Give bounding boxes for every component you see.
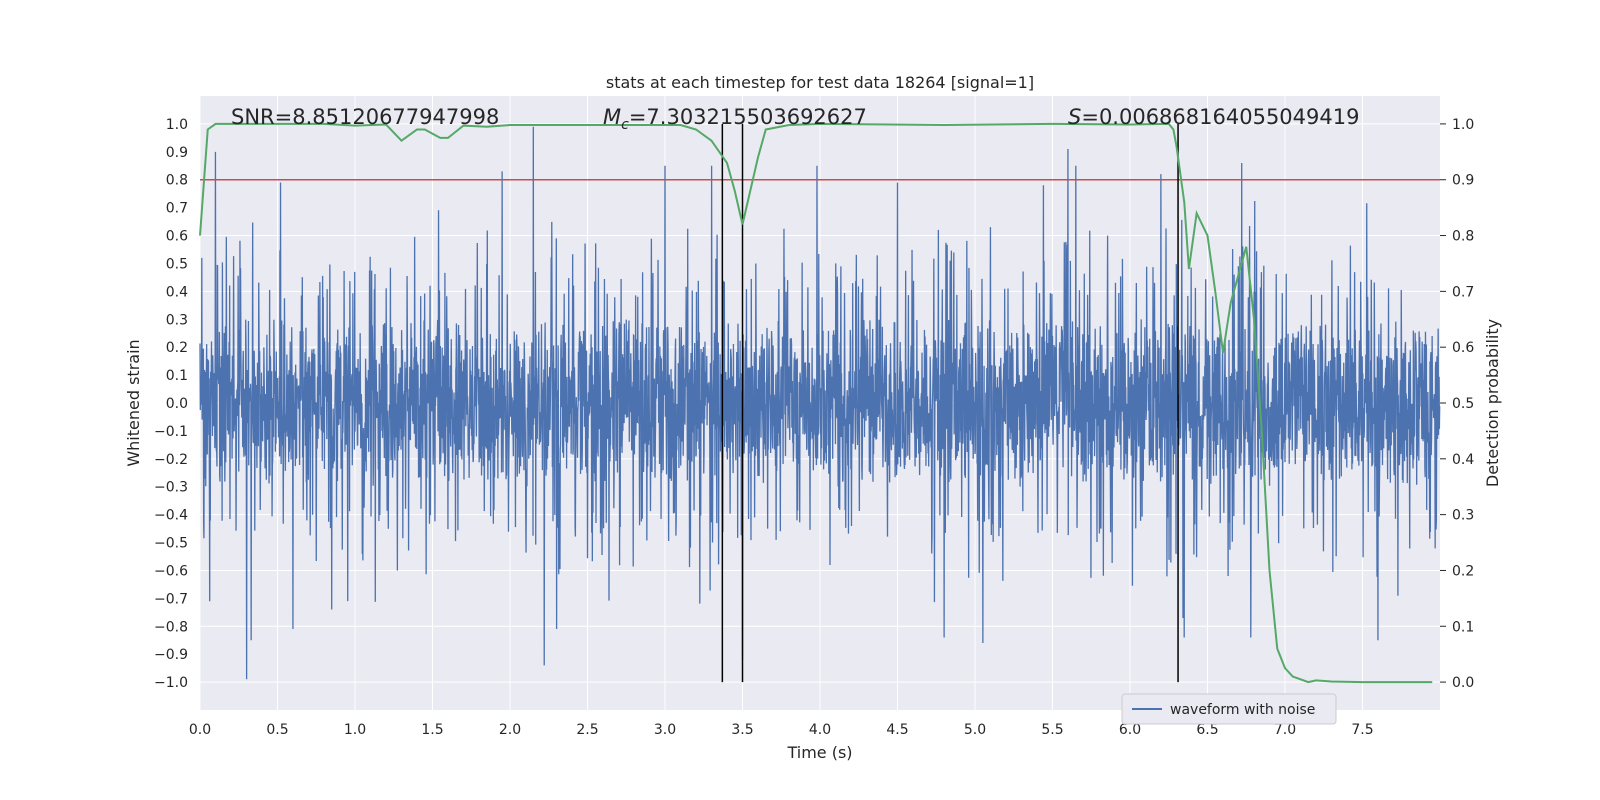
y-tick-label-1: 0.9 bbox=[166, 145, 188, 161]
y-tick-label-6: 0.4 bbox=[166, 284, 188, 300]
probability-line bbox=[199, 122, 1433, 684]
y2-axis-label: Detection probability bbox=[1483, 319, 1502, 487]
y2-tick-label-2: 0.8 bbox=[1452, 229, 1474, 245]
x-tick-label-12: 6.0 bbox=[1119, 722, 1141, 738]
y2-tick-label-1: 0.9 bbox=[1452, 173, 1474, 189]
y2-tick-label-4: 0.6 bbox=[1452, 340, 1474, 356]
y-tick-label-0: 1.0 bbox=[166, 117, 188, 133]
y-tick-label-15: −0.5 bbox=[154, 536, 188, 552]
chirp-mass-annotation: Mc=7.303215503692627 bbox=[603, 105, 867, 133]
x-tick-label-11: 5.5 bbox=[1041, 722, 1063, 738]
s-value: =0.006868164055049419 bbox=[1081, 105, 1359, 129]
x-tick-label-13: 6.5 bbox=[1196, 722, 1218, 738]
y-tick-label-3: 0.7 bbox=[166, 201, 188, 217]
x-tick-label-0: 0.0 bbox=[189, 722, 211, 738]
y2-tick-label-10: 0.0 bbox=[1452, 675, 1474, 691]
y2-tick-label-3: 0.7 bbox=[1452, 284, 1474, 300]
waveform-line bbox=[199, 126, 1441, 680]
y-axis-ticks: 1.0 0.9 0.8 0.7 0.6 0.5 0.4 0.3 0.2 0.1 0.0 −0.1 −0.… bbox=[154, 117, 188, 691]
vertical-marker-lines bbox=[721, 123, 1179, 683]
y-tick-label-11: −0.1 bbox=[154, 424, 188, 440]
y-tick-label-17: −0.7 bbox=[154, 591, 188, 607]
x-axis-ticks: 0.0 0.5 1.0 1.5 2.0 2.5 3.0 3.5 4.0 4.5 5.0 5.5 6.0 6… bbox=[189, 722, 1374, 738]
y2-tick-label-6: 0.4 bbox=[1452, 452, 1474, 468]
x-tick-label-14: 7.0 bbox=[1274, 722, 1296, 738]
x-tick-label-6: 3.0 bbox=[654, 722, 676, 738]
y-tick-label-20: −1.0 bbox=[154, 675, 188, 691]
s-annotation: S=0.006868164055049419 bbox=[1068, 105, 1359, 129]
x-tick-label-8: 4.0 bbox=[809, 722, 831, 738]
chirp-mass-value: =7.303215503692627 bbox=[629, 105, 867, 129]
y-tick-label-7: 0.3 bbox=[166, 312, 188, 328]
y2-tick-label-5: 0.5 bbox=[1452, 396, 1474, 412]
s-symbol: S bbox=[1068, 105, 1081, 129]
legend-box bbox=[1121, 693, 1337, 725]
legend: waveform with noise bbox=[1121, 693, 1337, 725]
x-tick-label-4: 2.0 bbox=[499, 722, 521, 738]
probability-series bbox=[199, 122, 1433, 684]
y-tick-label-8: 0.2 bbox=[166, 340, 188, 356]
x-tick-label-2: 1.0 bbox=[344, 722, 366, 738]
y-tick-label-10: 0.0 bbox=[166, 396, 188, 412]
x-tick-label-15: 7.5 bbox=[1351, 722, 1373, 738]
chart-title: stats at each timestep for test data 182… bbox=[606, 73, 1034, 92]
annotations: SNR=8.85120677947998 Mc=7.30321550369262… bbox=[231, 105, 1359, 133]
y2-tick-label-0: 1.0 bbox=[1452, 117, 1474, 133]
y-tick-label-5: 0.5 bbox=[166, 256, 188, 272]
x-axis-label: Time (s) bbox=[786, 743, 852, 762]
y-tick-label-19: −0.9 bbox=[154, 647, 188, 663]
x-tick-label-10: 5.0 bbox=[964, 722, 986, 738]
y-tick-label-12: −0.2 bbox=[154, 452, 188, 468]
chirp-mass-subscript: c bbox=[621, 117, 629, 133]
x-tick-label-1: 0.5 bbox=[266, 722, 288, 738]
snr-annotation: SNR=8.85120677947998 bbox=[231, 105, 499, 129]
y2-tick-label-9: 0.1 bbox=[1452, 619, 1474, 635]
y2-tick-label-7: 0.3 bbox=[1452, 508, 1474, 524]
y-tick-label-4: 0.6 bbox=[166, 229, 188, 245]
y-tick-label-18: −0.8 bbox=[154, 619, 188, 635]
x-tick-label-9: 4.5 bbox=[886, 722, 908, 738]
y-tick-label-2: 0.8 bbox=[166, 173, 188, 189]
x-tick-label-3: 1.5 bbox=[421, 722, 443, 738]
y-tick-label-16: −0.6 bbox=[154, 563, 188, 579]
y-axis-label: Whitened strain bbox=[124, 339, 143, 466]
waveform-series bbox=[199, 126, 1441, 680]
y2-tick-label-8: 0.2 bbox=[1452, 563, 1474, 579]
x-tick-label-5: 2.5 bbox=[576, 722, 598, 738]
x-tick-label-7: 3.5 bbox=[731, 722, 753, 738]
y-tick-label-9: 0.1 bbox=[166, 368, 188, 384]
chirp-mass-symbol: M bbox=[603, 105, 621, 129]
legend-label-waveform: waveform with noise bbox=[1170, 702, 1315, 718]
y-tick-label-13: −0.3 bbox=[154, 480, 188, 496]
y-tick-label-14: −0.4 bbox=[154, 508, 188, 524]
y2-axis-ticks: 1.0 0.9 0.8 0.7 0.6 0.5 0.4 0.3 0.2 0.1 0.0 bbox=[1440, 117, 1474, 691]
